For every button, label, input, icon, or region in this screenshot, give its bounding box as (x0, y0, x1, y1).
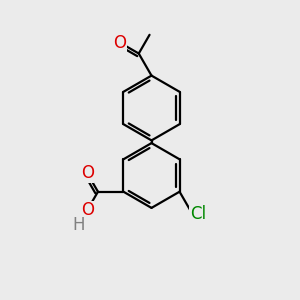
Text: H: H (73, 216, 85, 234)
Text: O: O (81, 164, 94, 182)
Text: O: O (81, 201, 94, 219)
Text: Cl: Cl (190, 205, 206, 223)
Text: O: O (113, 34, 127, 52)
